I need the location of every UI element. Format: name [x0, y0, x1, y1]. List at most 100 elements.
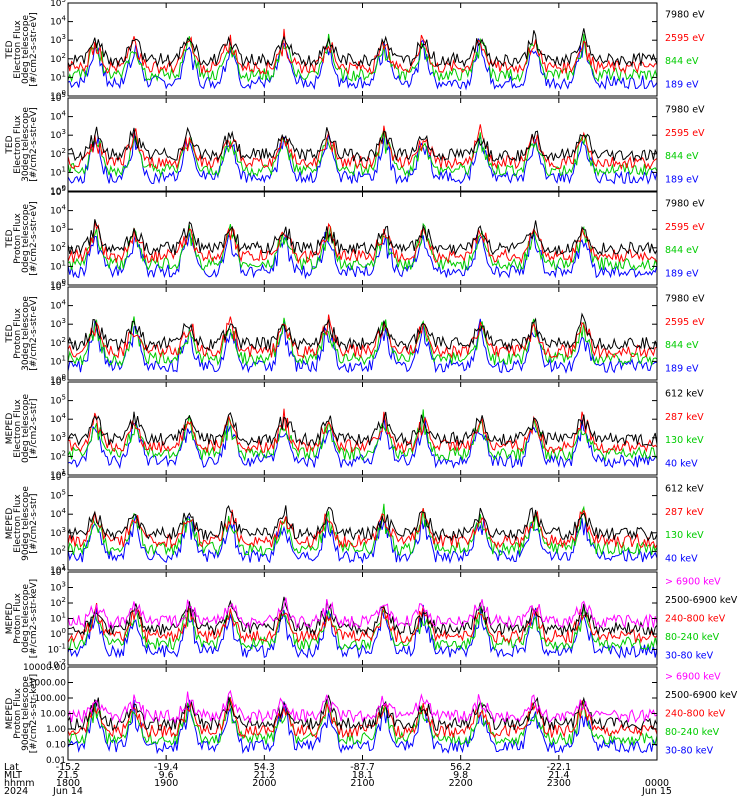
time-tick-label: 21.5	[57, 770, 78, 781]
y-axis-label: [#/cm2-s-str-keV]	[29, 674, 39, 753]
y-axis-label: 30deg telescope	[21, 107, 31, 182]
trace-844-ev	[67, 33, 658, 83]
series-line	[67, 596, 658, 636]
channel-label: 844 eV	[665, 56, 699, 67]
series-line	[67, 603, 658, 645]
channel-label: 80-240 keV	[665, 727, 720, 738]
trace-7980-ev	[67, 126, 658, 163]
plot-frame	[67, 476, 658, 571]
y-axis-label: [#/cm2-s-str]	[29, 493, 39, 553]
trace-240-800-kev	[67, 603, 658, 645]
trace-80-240-kev	[67, 602, 658, 652]
y-tick-label: 100	[50, 627, 66, 640]
y-axis-label: [#/cm2-s-str-eV]	[29, 201, 39, 276]
time-tick-label: 21.2	[254, 770, 275, 781]
series-line	[67, 602, 658, 652]
series-line	[67, 409, 658, 462]
series-line	[67, 28, 658, 68]
y-tick-label: 103	[50, 526, 66, 539]
trace-287-kev	[67, 408, 658, 454]
time-tick-label: 54.3	[254, 762, 275, 773]
series-line	[67, 699, 658, 755]
time-tick-label: -22.1	[547, 762, 572, 773]
channel-label: 612 keV	[665, 484, 704, 495]
trace-844-ev	[67, 129, 658, 178]
y-tick-label: 103	[50, 33, 66, 46]
series-line	[67, 604, 658, 659]
trace-844-ev	[67, 316, 658, 367]
y-tick-label: 104	[50, 412, 66, 425]
channel-label: 80-240 keV	[665, 632, 720, 643]
y-tick-label: 101	[50, 70, 66, 83]
time-tick-label: 0000	[645, 778, 669, 789]
channel-label: > 6900 keV	[665, 671, 721, 682]
y-tick-label: 103	[50, 317, 66, 330]
y-tick-label: 104	[50, 110, 66, 123]
y-tick-label: 10000.00	[23, 663, 66, 673]
y-axis-label: 90deg telescope	[21, 486, 31, 561]
series-line	[67, 689, 658, 725]
y-tick-label: 0.10	[46, 741, 66, 751]
series-line	[67, 694, 658, 732]
time-tick-label: 1800	[56, 778, 80, 789]
y-axis: 0.01 0.10 1.00 10.00 100.00 1000.00 10000.00	[23, 663, 657, 766]
y-tick-label: 101	[50, 612, 66, 625]
trace-612-kev	[67, 411, 658, 447]
panel-meped-proton-90deg: 0.01 0.10 1.00 10.00 100.00 1000.00 10000.00 ME…	[5, 663, 738, 766]
channel-label: 189 eV	[665, 174, 699, 185]
channel-label: 2595 eV	[665, 33, 705, 44]
channel-label: > 6900 keV	[665, 576, 721, 587]
y-axis-label: Proton Flux	[13, 213, 23, 264]
y-tick-label: 102	[50, 596, 66, 609]
y-tick-label: 102	[50, 241, 66, 254]
trace-2595-ev	[67, 28, 658, 75]
series-line	[67, 219, 658, 256]
time-tick-label: -87.7	[350, 762, 375, 773]
trace-189-ev	[67, 318, 658, 374]
y-tick-label: 1000.00	[29, 679, 66, 689]
time-row-label: Lat	[4, 762, 19, 773]
plot-frame	[67, 2, 658, 97]
time-row-label: MLT	[4, 770, 22, 781]
series-line	[67, 597, 658, 629]
y-tick-label: 102	[50, 147, 66, 160]
y-tick-label: 102	[50, 544, 66, 557]
y-axis-label: TED	[5, 135, 15, 154]
y-axis-label: 0deg telescope	[21, 394, 31, 464]
trace--6900-kev	[67, 689, 658, 725]
y-axis-label: 90deg telescope	[21, 676, 31, 751]
trace-7980-ev	[67, 312, 658, 352]
y-axis-label: Proton Flux	[13, 593, 23, 644]
y-axis-label: Proton Flux	[13, 688, 23, 739]
y-tick-label: 10.00	[40, 710, 66, 720]
channel-label: 40 keV	[665, 458, 698, 469]
y-axis-label: Electron Flux	[13, 20, 23, 79]
trace-2500-6900-kev	[67, 596, 658, 636]
y-tick-label: 105	[50, 489, 66, 502]
channel-label: 844 eV	[665, 245, 699, 256]
y-tick-label: 102	[50, 449, 66, 462]
y-axis-label: Electron Flux	[13, 399, 23, 458]
trace-130-kev	[67, 409, 658, 462]
channel-label: 40 keV	[665, 553, 698, 564]
y-axis-label: 0deg telescope	[21, 204, 31, 274]
channel-label: 7980 eV	[665, 105, 705, 116]
y-axis-label: 30deg telescope	[21, 296, 31, 371]
trace--6900-kev	[67, 597, 658, 629]
y-tick-label: 103	[50, 222, 66, 235]
series-line	[67, 231, 658, 280]
time-tick-label: 2000	[252, 778, 276, 789]
time-tick-label: 21.4	[548, 770, 569, 781]
trace-80-240-kev	[67, 697, 658, 747]
y-tick-label: 104	[50, 204, 66, 217]
series-line	[67, 508, 658, 550]
time-tick-label: 18.1	[352, 770, 373, 781]
